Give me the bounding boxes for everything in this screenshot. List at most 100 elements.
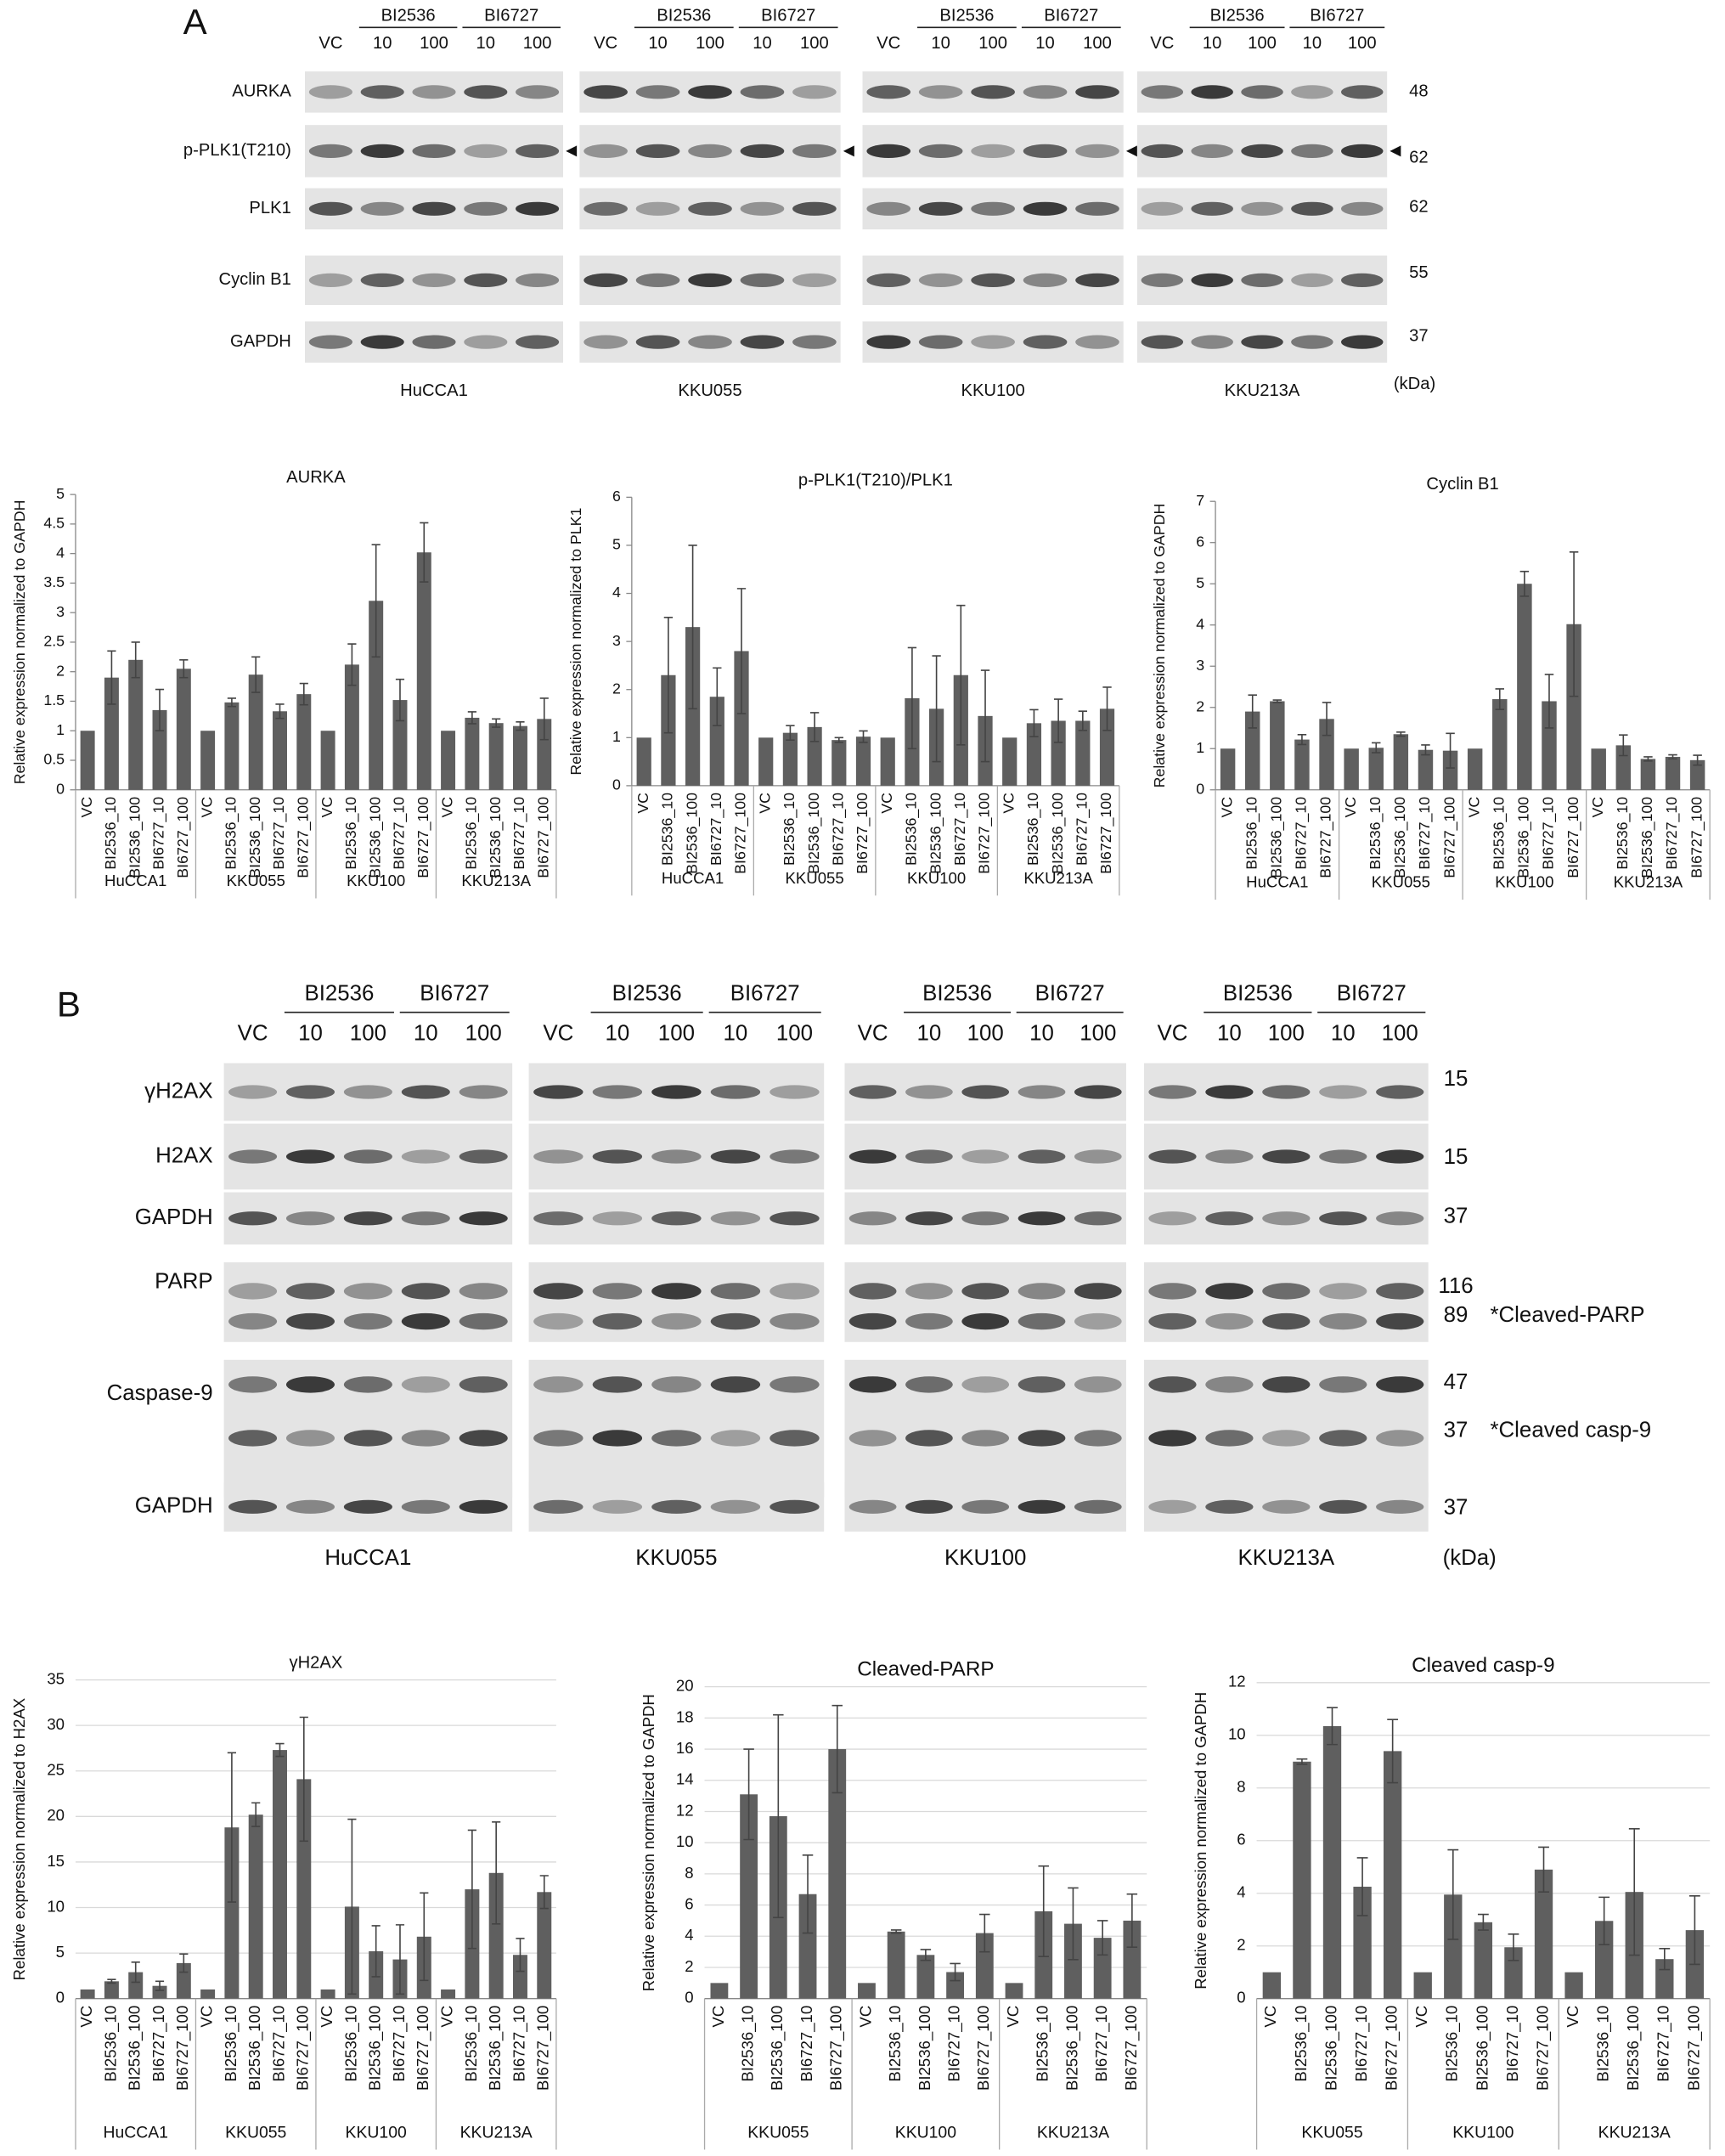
- blot-band: [866, 144, 911, 158]
- x-tick-label: BI2536_100: [366, 2006, 385, 2091]
- blot-band: [1023, 85, 1068, 99]
- error-bar: [1619, 734, 1628, 757]
- x-tick-label: VC: [1412, 2006, 1430, 2028]
- x-tick-label: BI6727_100: [1122, 2006, 1141, 2091]
- error-bar: [539, 1875, 549, 1910]
- blot-band: [360, 273, 404, 287]
- blot-band: [792, 144, 837, 158]
- group-label: KKU055: [227, 872, 285, 889]
- blot-band: [1205, 1376, 1254, 1393]
- blot-band: [1319, 1430, 1367, 1447]
- bar: [858, 1983, 876, 1999]
- error-bar: [1297, 733, 1307, 746]
- blot-band: [533, 1430, 583, 1447]
- lane-label: 10: [931, 34, 950, 53]
- x-tick-label: BI6727_10: [150, 797, 168, 870]
- x-tick-label: BI2536_10: [1490, 797, 1508, 870]
- x-tick-label: BI2536_10: [462, 2006, 481, 2082]
- bar: [828, 1749, 847, 1999]
- x-tick-label: VC: [634, 793, 651, 814]
- blot-band: [688, 144, 732, 158]
- x-tick-label: VC: [856, 2006, 874, 2028]
- lane-label: 100: [967, 1021, 1004, 1045]
- y-tick-label: 2: [56, 662, 65, 679]
- error-bar: [1598, 1896, 1610, 1945]
- y-tick-label: 0: [56, 1989, 65, 2006]
- y-tick-label: 3: [56, 603, 65, 620]
- blot-band: [412, 85, 456, 99]
- blot-band: [792, 273, 837, 287]
- blot-band: [1262, 1430, 1311, 1447]
- error-bar: [492, 718, 501, 728]
- lane-label: 100: [1080, 1021, 1116, 1045]
- blot-band: [1148, 1149, 1197, 1164]
- error-bar: [371, 1925, 381, 1978]
- blot-band: [1075, 273, 1119, 287]
- blot-band: [533, 1085, 583, 1099]
- x-tick-label: VC: [319, 797, 335, 818]
- blot-band: [285, 1376, 335, 1393]
- y-tick-label: 4: [1237, 1883, 1245, 1901]
- lane-label: 10: [1203, 34, 1221, 53]
- error-bar: [516, 1938, 525, 1973]
- blot-band: [1141, 144, 1184, 158]
- drug-label: BI6727: [420, 982, 489, 1006]
- blot-band: [710, 1283, 761, 1300]
- blot-band: [1376, 1211, 1424, 1226]
- error-bar: [275, 1742, 285, 1758]
- y-tick-label: 25: [47, 1761, 65, 1779]
- x-tick-label: BI6727_10: [707, 793, 725, 866]
- blot-band: [533, 1211, 583, 1226]
- x-tick-label: VC: [78, 797, 95, 818]
- arrowhead: [843, 145, 854, 157]
- x-tick-label: BI6727_100: [414, 797, 432, 878]
- blot-band: [1205, 1499, 1254, 1514]
- blot-band: [866, 273, 911, 287]
- y-tick-label: 6: [685, 1894, 693, 1912]
- x-tick-label: BI6727_100: [974, 2006, 993, 2091]
- group-label: KKU055: [786, 869, 844, 887]
- blot-band: [516, 144, 560, 158]
- unit-label: (kDa): [1394, 375, 1435, 393]
- lane-label: 100: [1348, 34, 1377, 53]
- blot-band: [1191, 335, 1233, 349]
- x-tick-label: BI6727_10: [1540, 797, 1558, 870]
- lane-label: 10: [298, 1021, 323, 1045]
- x-tick-label: VC: [878, 793, 895, 814]
- bar: [1492, 699, 1508, 790]
- error-bar: [956, 604, 966, 746]
- error-bar: [688, 545, 697, 710]
- blot-band: [1148, 1283, 1197, 1300]
- x-tick-label: VC: [1342, 797, 1359, 818]
- x-tick-label: VC: [1465, 797, 1482, 818]
- blot-band: [1205, 1149, 1254, 1164]
- group-label: KKU100: [895, 2123, 956, 2142]
- lane-label: 10: [1029, 1021, 1054, 1045]
- blot-band: [412, 335, 456, 349]
- y-tick-label: 0: [612, 776, 621, 793]
- error-bar: [1569, 551, 1579, 697]
- blot-band: [1074, 1085, 1122, 1099]
- x-tick-label: BI2536_10: [102, 797, 120, 870]
- group-label: KKU055: [1372, 873, 1430, 891]
- x-tick-label: BI6727_100: [294, 2006, 313, 2091]
- blot-band: [285, 1430, 335, 1447]
- lane-label: VC: [858, 1021, 888, 1045]
- x-tick-label: VC: [198, 797, 215, 818]
- y-tick-label: 10: [47, 1897, 65, 1915]
- x-tick-label: BI6727_10: [510, 2006, 528, 2082]
- blot-band: [1191, 85, 1233, 99]
- blot-band: [651, 1499, 702, 1514]
- blot-band: [1291, 85, 1333, 99]
- lane-label: 100: [1083, 34, 1112, 53]
- blot-band: [401, 1312, 450, 1330]
- x-tick-label: BI6727_100: [534, 797, 552, 878]
- drug-label: BI2536: [922, 982, 992, 1006]
- blot-band: [848, 1499, 897, 1514]
- lane-label: VC: [319, 34, 342, 53]
- error-bar: [1447, 1848, 1459, 1940]
- lane-label: 10: [476, 34, 495, 53]
- bar: [1444, 1894, 1463, 1999]
- lane-label: 10: [373, 34, 392, 53]
- blot-band: [1148, 1376, 1197, 1393]
